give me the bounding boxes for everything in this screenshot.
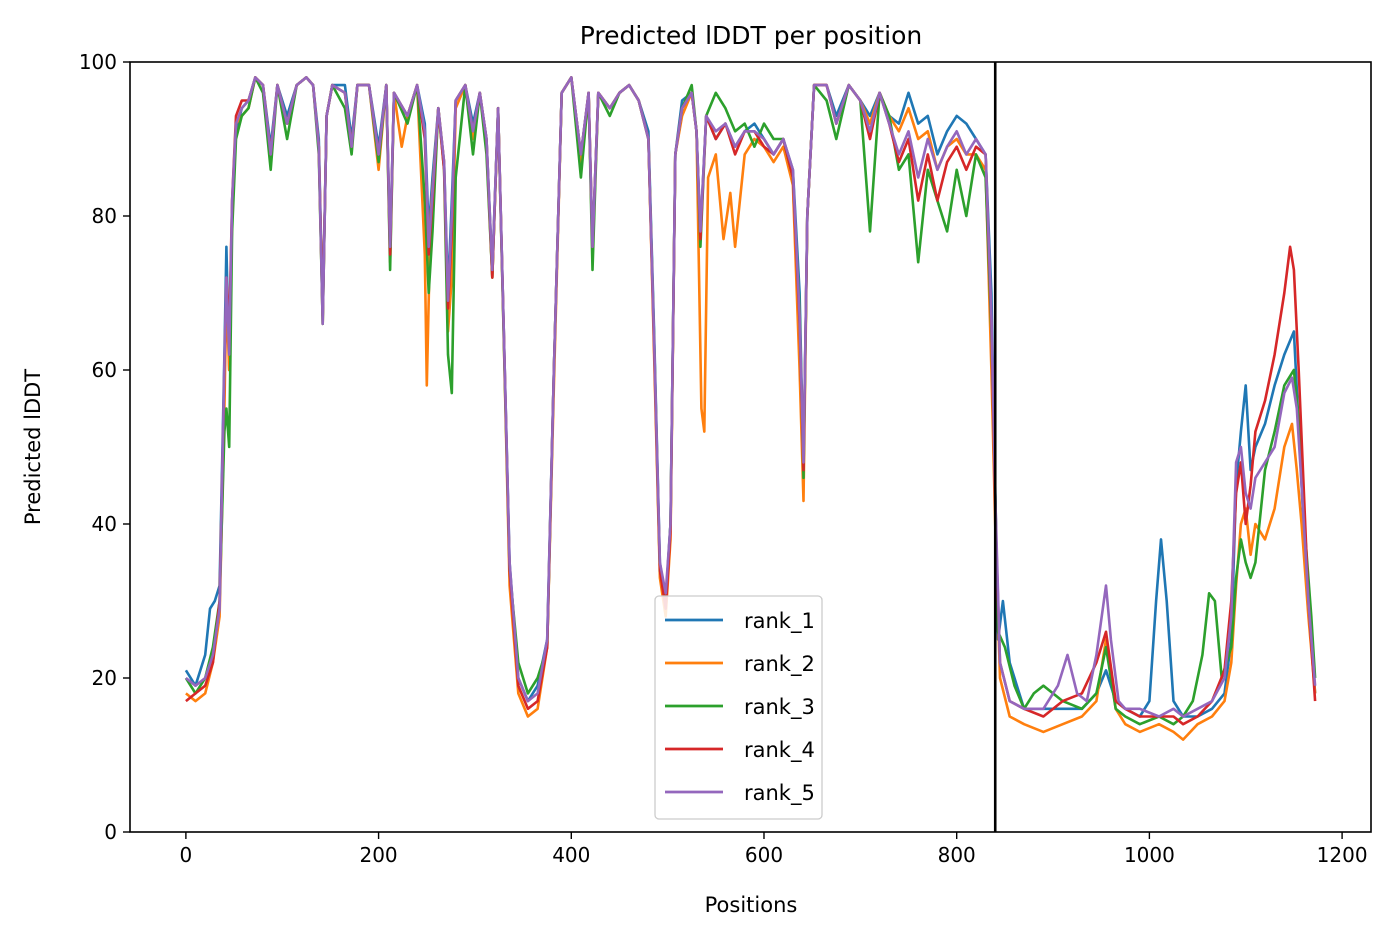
series-layer (184, 76, 1317, 741)
y-axis-ticks: 0 20 40 60 80 100 (79, 50, 130, 844)
legend-label-rank_5: rank_5 (744, 781, 815, 806)
x-tick-label: 400 (552, 843, 590, 867)
y-axis-label: Predicted lDDT (21, 369, 45, 525)
legend-label-rank_4: rank_4 (744, 738, 815, 763)
chart-title: Predicted lDDT per position (580, 21, 922, 50)
legend-label-rank_1: rank_1 (744, 609, 815, 634)
x-tick-label: 1200 (1317, 843, 1368, 867)
x-tick-label: 200 (359, 843, 397, 867)
y-tick-label: 40 (92, 512, 117, 536)
y-tick-label: 20 (92, 666, 117, 690)
plot-frame (129, 61, 1372, 833)
x-tick-label: 600 (745, 843, 783, 867)
legend-box (654, 595, 823, 820)
y-tick-label: 100 (79, 50, 117, 74)
legend: rank_1 rank_2 rank_3 rank_4 rank_5 (654, 595, 823, 820)
legend-label-rank_2: rank_2 (744, 652, 815, 677)
y-tick-label: 0 (104, 820, 117, 844)
x-axis-label: Positions (705, 893, 798, 917)
x-tick-label: 800 (938, 843, 976, 867)
legend-label-rank_3: rank_3 (744, 695, 815, 720)
y-tick-label: 60 (92, 358, 117, 382)
y-tick-label: 80 (92, 204, 117, 228)
x-tick-label: 0 (180, 843, 193, 867)
series-line-rank_5 (185, 76, 1317, 718)
x-axis-ticks: 0 200 400 600 800 1000 1200 (180, 832, 1368, 867)
x-tick-label: 1000 (1124, 843, 1175, 867)
